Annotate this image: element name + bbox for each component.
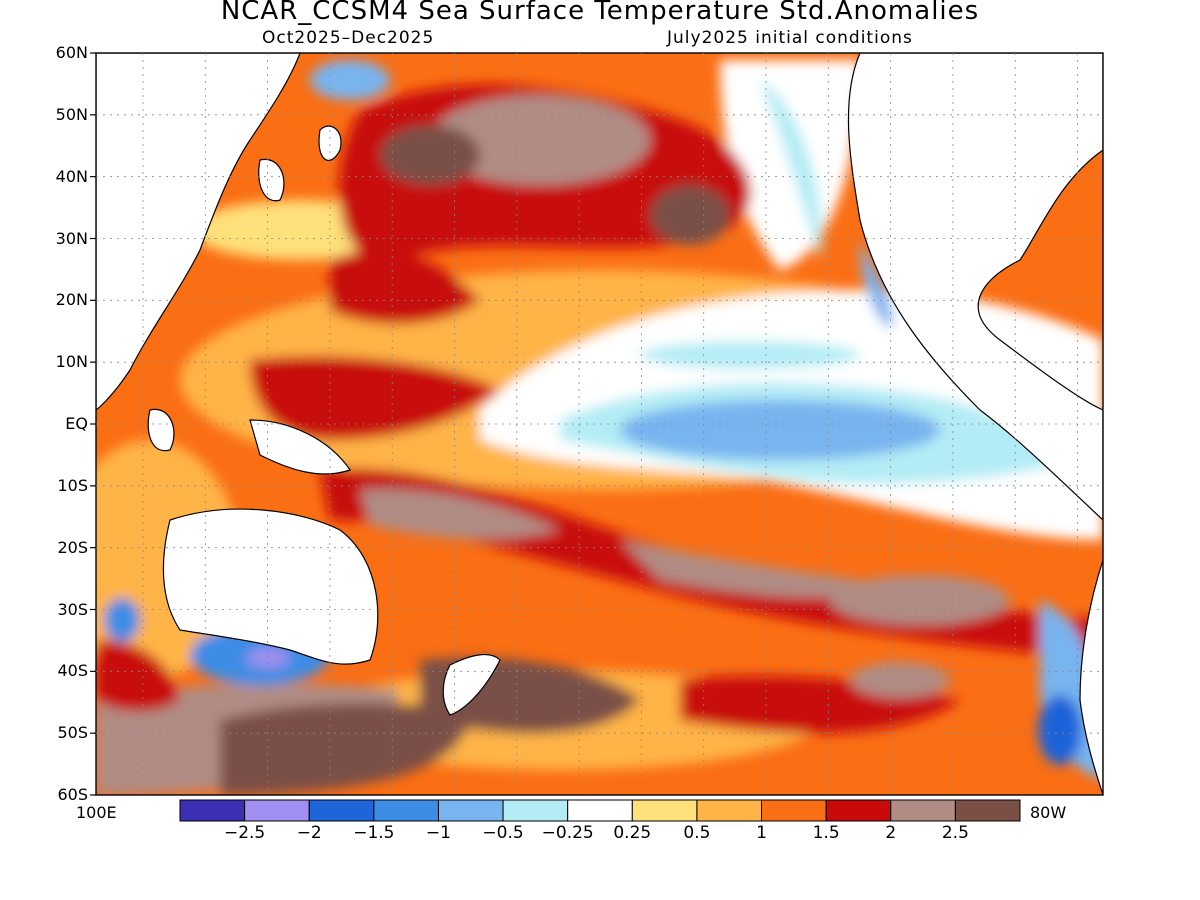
initial-conditions: July2025 initial conditions [667, 28, 913, 48]
colorbar-tick-label: 2 [885, 823, 897, 843]
colorbar-swatch [825, 799, 892, 822]
colorbar-tick-label: −0.5 [482, 823, 524, 843]
colorbar-swatch [244, 799, 310, 822]
colorbar-swatch [567, 799, 633, 822]
lat-label: 20N [55, 290, 88, 310]
colorbar-swatch [954, 799, 1021, 822]
lon-label-left: 100E [76, 803, 117, 822]
colorbar-swatch [631, 799, 698, 822]
colorbar-swatch [437, 799, 504, 822]
colorbar-tick-label: −0.25 [541, 823, 594, 843]
lat-label: 50N [55, 104, 88, 124]
lat-label: 60N [55, 43, 88, 62]
lat-label: 20S [57, 537, 88, 557]
lat-label: 30S [57, 599, 88, 619]
colorbar-swatch [308, 799, 375, 822]
colorbar-swatch [890, 799, 956, 822]
lat-label: 40N [55, 166, 88, 186]
forecast-period: Oct2025–Dec2025 [262, 28, 435, 48]
continents [96, 53, 1103, 795]
colorbar-tick-label: 1.5 [812, 823, 840, 843]
colorbar-tick-label: 0.25 [613, 823, 652, 843]
lat-label: EQ [65, 414, 88, 433]
colorbar-swatch [696, 799, 763, 822]
colorbar-tick-label: 2.5 [941, 823, 969, 843]
lat-label: 50S [57, 723, 88, 743]
lat-label: 30N [55, 228, 88, 248]
colorbar-swatch [502, 799, 569, 822]
lat-lon-grid [96, 53, 1103, 795]
lon-label-right: 80W [1030, 803, 1067, 822]
colorbar-swatch [761, 799, 827, 822]
colorbar-tick-label: 0.5 [683, 823, 711, 843]
colorbar-tick-label: −2 [296, 823, 322, 843]
lat-label: 10S [57, 475, 88, 495]
colorbar-swatch [179, 799, 246, 822]
lat-label: 40S [57, 661, 88, 681]
lat-label: 60S [57, 785, 88, 804]
colorbar-tick-label: −2.5 [223, 823, 266, 843]
colorbar-tick-label: −1 [425, 823, 451, 843]
colorbar-tick-label: −1.5 [353, 823, 395, 843]
axis-ticks [90, 52, 96, 796]
colorbar-tick-label: 1 [756, 823, 767, 843]
anomaly-field [96, 53, 1103, 795]
colorbar-swatch [373, 799, 439, 822]
lat-label: 10N [55, 352, 88, 372]
map-title: NCAR_CCSM4 Sea Surface Temperature Std.A… [220, 0, 980, 26]
colorbar [179, 799, 1021, 822]
